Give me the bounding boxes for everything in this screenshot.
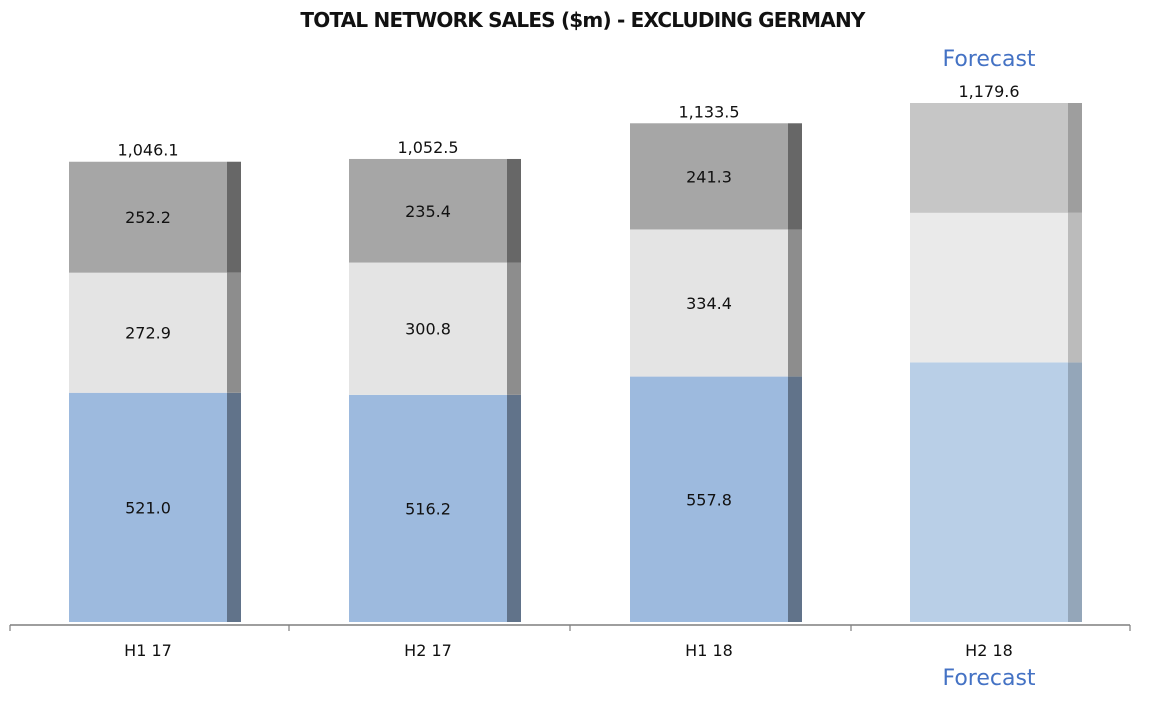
bar-segment-3-4 <box>910 103 1068 213</box>
bar-edge-2-4 <box>1068 212 1082 363</box>
x-tick-label: H2 17 <box>404 641 452 660</box>
total-value-label: 1,046.1 <box>117 141 178 160</box>
forecast-label-top: Forecast <box>942 47 1035 72</box>
total-value-label: 1,179.6 <box>958 82 1019 101</box>
bar-segment-3-2 <box>349 158 507 263</box>
bar-edge-3-3 <box>788 123 802 230</box>
segment-value-label: 235.4 <box>405 202 451 221</box>
bar-edge-2-3 <box>788 229 802 377</box>
forecast-label-bottom: Forecast <box>942 666 1035 691</box>
bar-edge-1-1 <box>227 392 241 622</box>
segment-value-label: 241.3 <box>686 167 732 186</box>
segment-value-label: 272.9 <box>125 324 171 343</box>
total-value-label: 1,133.5 <box>678 102 739 121</box>
x-tick-label: H1 17 <box>124 641 172 660</box>
bar-segment-1-2 <box>349 394 507 622</box>
bar-segment-3-1 <box>69 161 227 273</box>
segment-value-label: 334.4 <box>686 294 732 313</box>
bar-segment-2-4 <box>910 212 1068 363</box>
bar-segment-1-4 <box>910 362 1068 622</box>
segment-value-label: 521.0 <box>125 498 171 517</box>
bar-edge-1-2 <box>507 394 521 622</box>
segment-value-label: 557.8 <box>686 490 732 509</box>
bar-edge-1-3 <box>788 376 802 622</box>
x-tick-label: H2 18 <box>965 641 1013 660</box>
bar-edge-2-2 <box>507 262 521 395</box>
chart-title: TOTAL NETWORK SALES ($m) - EXCLUDING GER… <box>300 8 865 32</box>
bar-segment-1-1 <box>69 392 227 622</box>
x-tick-label: H1 18 <box>685 641 733 660</box>
bar-edge-3-4 <box>1068 103 1082 213</box>
segment-value-label: 516.2 <box>405 499 451 518</box>
segment-value-label: 300.8 <box>405 320 451 339</box>
bar-edge-1-4 <box>1068 362 1082 622</box>
bar-segment-2-1 <box>69 272 227 393</box>
bar-segment-2-2 <box>349 262 507 395</box>
bar-edge-2-1 <box>227 272 241 393</box>
segment-value-label: 252.2 <box>125 208 171 227</box>
total-value-label: 1,052.5 <box>397 138 458 157</box>
bar-segment-3-3 <box>630 123 788 230</box>
bar-edge-3-1 <box>227 161 241 273</box>
bar-edge-3-2 <box>507 158 521 263</box>
bar-segment-1-3 <box>630 376 788 622</box>
bar-segment-2-3 <box>630 229 788 377</box>
